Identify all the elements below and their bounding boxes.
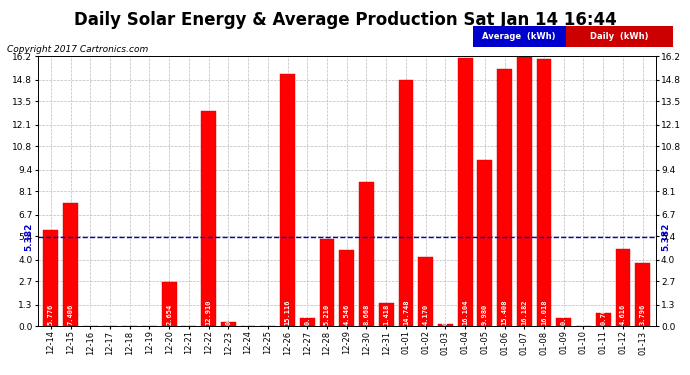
Bar — [201, 111, 216, 326]
Text: 0.000: 0.000 — [107, 304, 113, 325]
Text: 0.000: 0.000 — [245, 304, 251, 325]
Bar — [221, 322, 236, 326]
Text: 0.000: 0.000 — [87, 304, 93, 325]
Bar — [477, 160, 492, 326]
Text: 15.116: 15.116 — [284, 299, 290, 325]
Bar — [596, 314, 611, 326]
Text: 3.796: 3.796 — [640, 304, 646, 325]
Text: 5.776: 5.776 — [48, 304, 54, 325]
Text: 4.170: 4.170 — [423, 304, 428, 325]
Text: 2.654: 2.654 — [166, 304, 172, 325]
Text: 4.546: 4.546 — [344, 304, 350, 325]
Text: 5.382: 5.382 — [24, 222, 33, 251]
Text: 14.748: 14.748 — [403, 299, 409, 325]
Bar — [161, 282, 177, 326]
Text: Daily Solar Energy & Average Production Sat Jan 14 16:44: Daily Solar Energy & Average Production … — [74, 11, 616, 29]
Bar — [43, 230, 58, 326]
Bar — [300, 318, 315, 326]
Text: 0.516: 0.516 — [304, 304, 310, 325]
Text: 5.210: 5.210 — [324, 304, 330, 325]
Bar — [457, 58, 473, 326]
Text: Copyright 2017 Cartronics.com: Copyright 2017 Cartronics.com — [7, 45, 148, 54]
Bar — [537, 59, 551, 326]
Bar — [379, 303, 393, 326]
Bar — [497, 69, 512, 326]
Bar — [399, 81, 413, 326]
Text: 5.382: 5.382 — [662, 222, 671, 251]
Bar — [280, 74, 295, 326]
Text: 0.000: 0.000 — [146, 304, 152, 325]
Text: 12.910: 12.910 — [206, 299, 212, 325]
Text: 1.418: 1.418 — [383, 304, 389, 325]
Text: 16.018: 16.018 — [541, 299, 547, 325]
Text: 16.104: 16.104 — [462, 299, 468, 325]
Text: 15.408: 15.408 — [502, 299, 508, 325]
Bar — [438, 324, 453, 326]
Bar — [359, 182, 374, 326]
Bar — [418, 257, 433, 326]
Text: Daily  (kWh): Daily (kWh) — [590, 32, 649, 41]
Text: 0.116: 0.116 — [442, 304, 448, 325]
Bar — [635, 263, 650, 326]
Text: 16.182: 16.182 — [522, 299, 527, 325]
Bar — [63, 203, 78, 326]
Text: 4.616: 4.616 — [620, 304, 626, 325]
Text: 7.406: 7.406 — [68, 304, 74, 325]
Text: 0.000: 0.000 — [127, 304, 132, 325]
Text: 0.000: 0.000 — [265, 304, 270, 325]
Text: 0.000: 0.000 — [186, 304, 192, 325]
Text: 0.000: 0.000 — [580, 304, 586, 325]
Text: 8.668: 8.668 — [364, 304, 369, 325]
Text: 0.246: 0.246 — [226, 304, 231, 325]
Text: 0.768: 0.768 — [600, 304, 607, 325]
Bar — [339, 251, 354, 326]
Bar — [517, 57, 532, 326]
Bar — [556, 318, 571, 326]
Bar — [319, 239, 335, 326]
Text: Average  (kWh): Average (kWh) — [482, 32, 556, 41]
Bar — [615, 249, 631, 326]
Text: 0.484: 0.484 — [561, 304, 566, 325]
Text: 9.980: 9.980 — [482, 304, 488, 325]
